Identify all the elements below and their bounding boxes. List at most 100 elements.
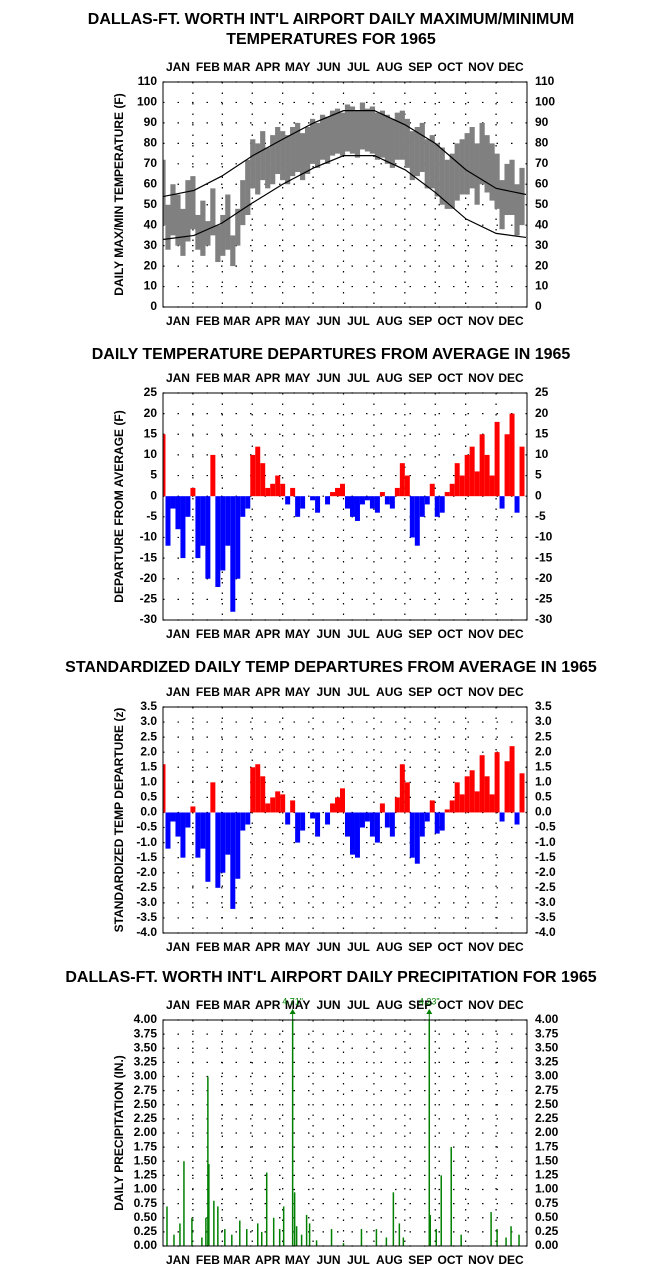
x-tick-label: NOV xyxy=(468,1253,494,1267)
y-tick-label-right: 3.75 xyxy=(535,1026,559,1040)
x-tick-label-top: JUL xyxy=(347,685,370,699)
y-tick-label: 1.5 xyxy=(140,759,157,773)
x-tick-label-top: SEP xyxy=(408,998,432,1012)
bar xyxy=(379,803,385,813)
y-tick-label: 15 xyxy=(144,426,158,440)
chart-title: DALLAS-FT. WORTH INT'L AIRPORT DAILY MAX… xyxy=(88,11,574,28)
y-tick-label-right: -15 xyxy=(535,550,553,564)
bar xyxy=(208,1164,210,1246)
x-tick-label-top: APR xyxy=(255,371,281,385)
bar xyxy=(404,782,410,813)
x-tick-label: APR xyxy=(255,1253,281,1267)
y-tick-label-right: 2.00 xyxy=(535,1125,559,1139)
bar xyxy=(217,1206,219,1246)
x-tick-label: MAR xyxy=(223,627,251,641)
bar xyxy=(190,806,196,813)
bar xyxy=(374,496,380,513)
bar xyxy=(419,496,425,517)
y-tick-label: 30 xyxy=(144,238,158,252)
bar xyxy=(270,483,276,497)
y-tick-label: 25 xyxy=(144,385,158,399)
bar xyxy=(514,812,520,825)
x-tick-label-top: MAR xyxy=(223,371,251,385)
bar xyxy=(265,803,271,813)
bar xyxy=(484,776,490,813)
bar xyxy=(414,496,420,546)
bar xyxy=(260,463,266,497)
y-tick-label: 3.00 xyxy=(134,1069,158,1083)
y-tick-label: -1.5 xyxy=(136,850,157,864)
y-tick-label: -4.0 xyxy=(136,925,157,939)
bar xyxy=(384,496,390,505)
x-tick-label: MAY xyxy=(285,627,311,641)
bar xyxy=(345,496,350,509)
bar xyxy=(335,487,341,497)
y-tick-label: -3.0 xyxy=(136,895,157,909)
bar xyxy=(260,776,266,813)
arrow-head xyxy=(426,1009,433,1014)
x-tick-label: MAY xyxy=(285,314,311,328)
bar xyxy=(514,496,520,513)
x-tick-label-top: JUL xyxy=(347,371,370,385)
bar xyxy=(213,1200,215,1246)
bar xyxy=(330,1229,333,1246)
x-tick-label: DEC xyxy=(498,940,524,954)
bar xyxy=(429,800,435,813)
value-label: 4.23" xyxy=(419,996,440,1006)
plot-frame xyxy=(162,1019,528,1247)
x-tick-label: APR xyxy=(255,314,281,328)
normal-line xyxy=(162,155,527,241)
bar xyxy=(325,812,331,825)
bar xyxy=(300,812,306,831)
y-tick-label-right: 25 xyxy=(535,385,549,399)
bar xyxy=(349,496,355,517)
bar xyxy=(200,496,206,546)
bar xyxy=(295,496,301,517)
x-tick-label-top: JUL xyxy=(347,60,370,74)
x-tick-label: DEC xyxy=(498,1253,524,1267)
bar xyxy=(225,496,231,546)
x-tick-label: MAR xyxy=(223,314,251,328)
y-tick-label-right: -0.5 xyxy=(535,820,556,834)
bar xyxy=(195,496,201,559)
bar xyxy=(285,812,291,825)
bar xyxy=(240,812,246,831)
bar xyxy=(409,496,415,538)
bar xyxy=(392,1192,395,1246)
bar xyxy=(255,764,261,813)
x-tick-label: APR xyxy=(255,940,281,954)
y-tick-label-right: -3.0 xyxy=(535,895,556,909)
bar xyxy=(185,496,191,517)
x-tick-label-top: NOV xyxy=(468,998,494,1012)
y-tick-label-right: 100 xyxy=(535,95,555,109)
bar xyxy=(345,812,350,837)
x-tick-label: DEC xyxy=(498,627,524,641)
y-tick-label: -30 xyxy=(140,612,158,626)
y-tick-label: 20 xyxy=(144,406,158,420)
bar xyxy=(175,496,181,530)
y-tick-label-right: 0.75 xyxy=(535,1196,559,1210)
x-tick-label: JAN xyxy=(166,940,190,954)
bar xyxy=(509,746,515,813)
bar xyxy=(389,496,395,509)
bar xyxy=(280,794,286,813)
bar xyxy=(460,1234,462,1246)
x-tick-label: AUG xyxy=(376,627,403,641)
bar xyxy=(335,797,341,813)
y-tick-label-right: 1.00 xyxy=(535,1182,559,1196)
bar xyxy=(300,1234,303,1246)
x-tick-label-top: JAN xyxy=(166,685,190,699)
y-tick-label-right: 0.50 xyxy=(535,1210,559,1224)
bar xyxy=(224,1229,226,1246)
bar xyxy=(200,812,206,849)
bar xyxy=(207,1076,209,1246)
bar xyxy=(444,809,450,813)
y-axis-label: DAILY PRECIPITATION (IN.) xyxy=(112,1055,126,1211)
x-tick-label-top: OCT xyxy=(438,371,464,385)
y-tick-label-right: 15 xyxy=(535,426,549,440)
bar xyxy=(300,496,306,509)
bar xyxy=(394,797,400,813)
y-tick-label-right: -20 xyxy=(535,571,553,585)
x-tick-label-top: SEP xyxy=(408,371,432,385)
y-tick-label: -2.0 xyxy=(136,865,157,879)
